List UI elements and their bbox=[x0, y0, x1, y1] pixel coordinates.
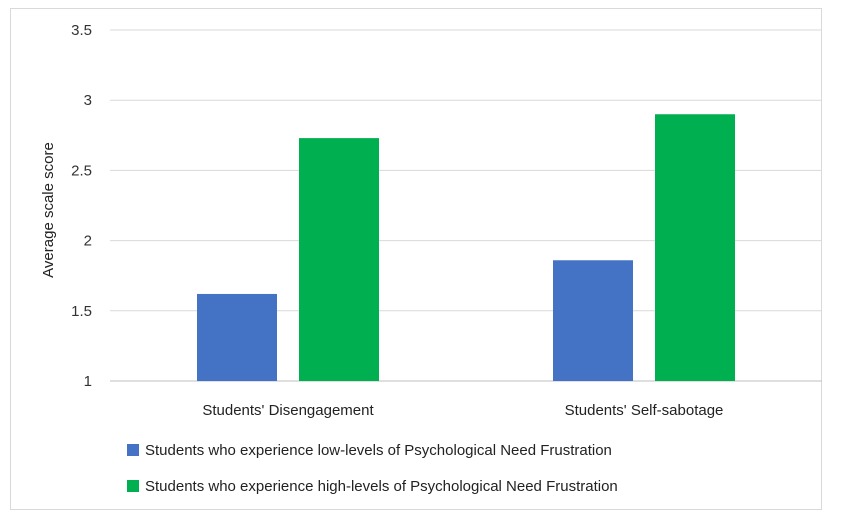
x-category-label: Students' Disengagement bbox=[202, 402, 374, 419]
legend-label: Students who experience high-levels of P… bbox=[145, 478, 618, 495]
bar-high-2 bbox=[655, 114, 735, 382]
y-tick-label: 3 bbox=[84, 92, 92, 109]
legend-swatch bbox=[127, 444, 139, 456]
legend-swatch bbox=[127, 480, 139, 492]
x-axis-categories: Students' Disengagement Students' Self-sa… bbox=[202, 402, 723, 419]
y-tick-label: 3.5 bbox=[71, 22, 92, 39]
bar-low-1 bbox=[197, 293, 277, 381]
y-tick-label: 1.5 bbox=[71, 303, 92, 320]
bar-low-2 bbox=[553, 260, 633, 381]
y-axis-title: Average scale score bbox=[40, 142, 57, 278]
y-tick-label: 2 bbox=[84, 233, 92, 250]
bar-high-1 bbox=[299, 138, 379, 381]
y-tick-label: 1 bbox=[84, 373, 92, 390]
x-category-label: Students' Self-sabotage bbox=[565, 402, 724, 419]
legend-label: Students who experience low-levels of Ps… bbox=[145, 442, 612, 459]
y-tick-label: 2.5 bbox=[71, 162, 92, 179]
bars bbox=[197, 114, 735, 382]
legend: Students who experience low-levels of Ps… bbox=[127, 442, 618, 495]
y-axis-ticks: 1 1.5 2 2.5 3 3.5 bbox=[71, 22, 92, 390]
